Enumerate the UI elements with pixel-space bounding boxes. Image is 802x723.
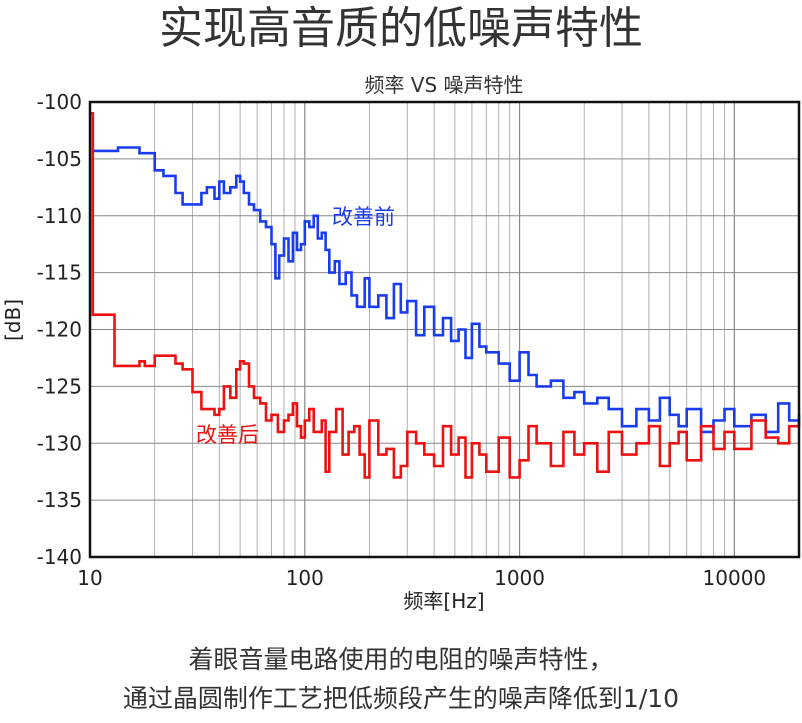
series-label-0: 改善前 — [332, 205, 395, 229]
chart-title: 频率 VS 噪声特性 — [364, 73, 523, 97]
x-axis-label: 频率[Hz] — [403, 589, 484, 613]
x-tick-label: 100 — [286, 566, 324, 590]
series-lines — [90, 112, 801, 479]
y-tick-label: -125 — [37, 374, 82, 398]
plot-frame — [88, 100, 801, 559]
caption-line-2: 通过晶圆制作工艺把低频段产生的噪声降低到1/10 — [122, 684, 680, 713]
y-tick-label: -115 — [37, 261, 82, 285]
y-tick-label: -140 — [37, 545, 82, 569]
y-tick-label: -110 — [37, 204, 82, 228]
x-tick-label: 10 — [77, 566, 102, 590]
x-tick-label: 1000 — [494, 566, 545, 590]
series-line-1 — [90, 112, 801, 479]
series-line-0 — [90, 112, 801, 434]
y-tick-label: -100 — [37, 90, 82, 114]
y-tick-label: -130 — [37, 431, 82, 455]
caption-line-1: 着眼音量电路使用的电阻的噪声特性， — [188, 645, 614, 674]
page-title: 实现高音质的低噪声特性 — [159, 3, 643, 54]
y-axis-label: [dB] — [1, 299, 25, 341]
y-tick-label: -135 — [37, 488, 82, 512]
grid — [90, 102, 799, 557]
y-tick-label: -120 — [37, 318, 82, 342]
series-label-1: 改善后 — [196, 423, 259, 447]
y-tick-label: -105 — [37, 147, 82, 171]
x-tick-label: 10000 — [703, 566, 767, 590]
